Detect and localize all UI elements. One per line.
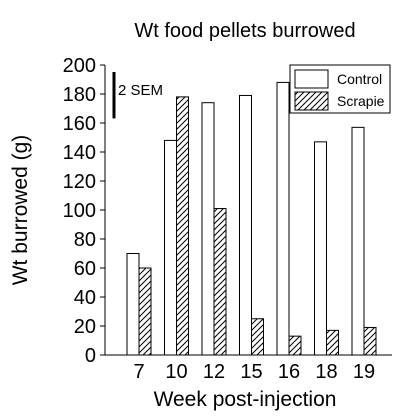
x-tick-label: 18: [315, 361, 337, 383]
plot-area: 0 20 40 60 80 100 120 140 160 180 200 7 10 12 15 16 18 19: [63, 55, 392, 383]
bar-scrapie-7: [138, 267, 152, 356]
y-tick-label: 80: [74, 229, 96, 251]
bar-control-12: [201, 102, 215, 356]
legend-label-scrapie: Scrapie: [337, 93, 385, 109]
y-tick-label: 0: [85, 345, 96, 367]
x-tick-label: 19: [353, 361, 375, 383]
x-tick-label: 15: [240, 361, 262, 383]
legend: Control Scrapie: [289, 64, 391, 114]
y-tick-label: 180: [63, 84, 96, 106]
y-tick-label: 140: [63, 142, 96, 164]
y-axis-label: Wt burrowed (g): [9, 135, 32, 286]
bar-control-18: [314, 141, 327, 356]
y-tick-label: 40: [74, 287, 96, 309]
sem-label: 2 SEM: [118, 82, 163, 99]
y-tick-label: 100: [63, 200, 96, 222]
bar-control-10: [164, 139, 177, 356]
bar-scrapie-18: [326, 329, 339, 356]
legend-swatch-scrapie: [294, 91, 329, 111]
y-tick-label: 160: [63, 113, 96, 135]
bar-control-7: [126, 253, 140, 356]
bar-control-19: [351, 126, 365, 356]
bar-scrapie-19: [363, 326, 377, 356]
sem-indicator: 2 SEM: [112, 72, 163, 119]
y-tick-label: 200: [63, 55, 96, 77]
bar-scrapie-16: [288, 335, 302, 356]
x-tick-label: 10: [165, 361, 187, 383]
chart-title: Wt food pellets burrowed: [134, 20, 355, 42]
x-tick-label: 12: [203, 361, 225, 383]
y-tick-label: 120: [63, 171, 96, 193]
bar-scrapie-12: [213, 208, 227, 356]
legend-swatch-control: [294, 69, 329, 89]
y-tick-label: 20: [74, 316, 96, 338]
y-tick-label: 60: [74, 258, 96, 280]
x-tick-label: 7: [133, 361, 144, 383]
x-axis-label: Week post-injection: [154, 388, 337, 411]
bar-control-15: [239, 94, 252, 356]
bar-scrapie-10: [176, 96, 189, 356]
bar-control-16: [276, 81, 290, 356]
bar-scrapie-15: [251, 318, 264, 356]
legend-label-control: Control: [337, 71, 382, 87]
x-tick-label: 16: [278, 361, 300, 383]
